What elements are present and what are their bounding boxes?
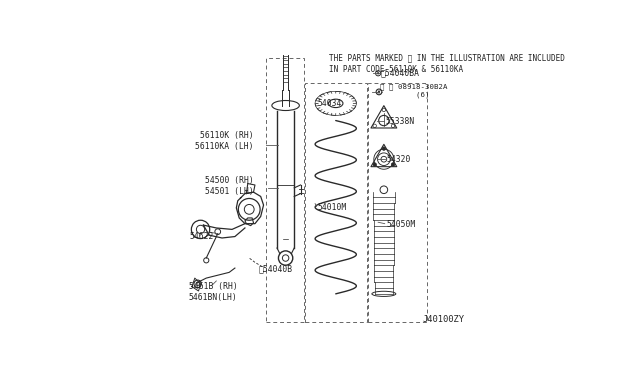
Bar: [305, 83, 367, 323]
Text: ※54040BA: ※54040BA: [380, 69, 419, 78]
Circle shape: [373, 163, 376, 166]
Text: 54050M: 54050M: [386, 220, 415, 229]
Text: THE PARTS MARKED ※ IN THE ILLUSTRATION ARE INCLUDED
IN PART CODE 56110K & 56110K: THE PARTS MARKED ※ IN THE ILLUSTRATION A…: [330, 53, 565, 74]
Text: ※54040B: ※54040B: [259, 264, 293, 273]
Text: 54320: 54320: [386, 155, 410, 164]
Text: 56110K (RH)
56110KA (LH): 56110K (RH) 56110KA (LH): [195, 131, 253, 151]
Bar: [368, 83, 427, 323]
Text: 54622: 54622: [189, 232, 214, 241]
Text: 54010M: 54010M: [317, 203, 346, 212]
Text: ※ Ⓝ 08918-30B2A
        (6): ※ Ⓝ 08918-30B2A (6): [380, 84, 448, 98]
Text: 55338N: 55338N: [385, 116, 415, 126]
Bar: [266, 58, 303, 323]
Circle shape: [377, 72, 380, 74]
Circle shape: [391, 163, 395, 166]
Circle shape: [378, 91, 380, 93]
Circle shape: [382, 147, 385, 150]
Text: 5461B (RH)
5461BN(LH): 5461B (RH) 5461BN(LH): [189, 282, 237, 302]
Text: 54034: 54034: [317, 99, 342, 108]
Text: 54500 (RH)
54501 (LH): 54500 (RH) 54501 (LH): [205, 176, 253, 196]
Text: J40100ZY: J40100ZY: [422, 315, 464, 324]
